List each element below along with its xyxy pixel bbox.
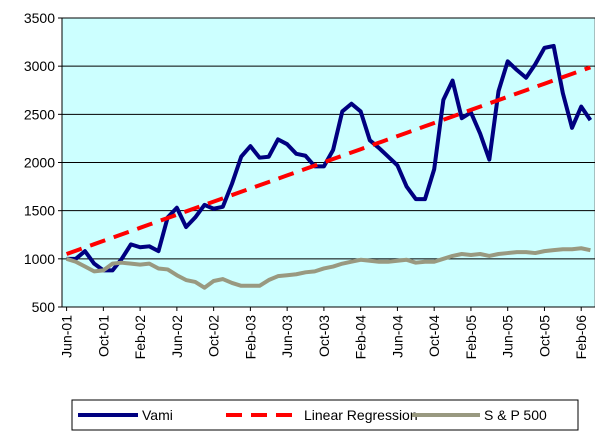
x-tick-label: Oct-05 xyxy=(536,315,552,357)
legend-box xyxy=(71,399,579,431)
series-line xyxy=(66,43,593,273)
y-tick-label: 1000 xyxy=(24,251,55,267)
x-tick-label: Feb-04 xyxy=(353,315,369,360)
legend-label: Linear Regression xyxy=(304,407,418,423)
x-tick-label: Feb-03 xyxy=(242,315,258,360)
legend-label: Vami xyxy=(142,407,173,423)
y-tick-label: 3500 xyxy=(24,10,55,26)
x-tick-label: Feb-05 xyxy=(463,315,479,360)
legend-label: S & P 500 xyxy=(484,407,547,423)
y-tick-label: 2000 xyxy=(24,155,55,171)
x-tick-label: Jun-04 xyxy=(389,315,405,358)
x-tick-label: Jun-01 xyxy=(59,315,75,358)
x-tick-label: Oct-03 xyxy=(316,315,332,357)
y-tick-label: 2500 xyxy=(24,106,55,122)
y-tick-label: 3000 xyxy=(24,58,55,74)
x-tick-label: Oct-04 xyxy=(426,315,442,357)
x-tick-label: Oct-02 xyxy=(206,315,222,357)
x-tick-label: Feb-02 xyxy=(132,315,148,360)
series-line xyxy=(65,246,591,290)
x-tick-label: Jun-03 xyxy=(279,315,295,358)
x-tick-label: Feb-06 xyxy=(573,315,589,360)
series-line xyxy=(65,65,592,256)
y-tick-label: 1500 xyxy=(24,203,55,219)
y-tick-label: 500 xyxy=(32,299,56,315)
x-tick-label: Jun-02 xyxy=(169,315,185,358)
x-tick-label: Oct-01 xyxy=(95,315,111,357)
x-tick-label: Jun-05 xyxy=(500,315,516,358)
